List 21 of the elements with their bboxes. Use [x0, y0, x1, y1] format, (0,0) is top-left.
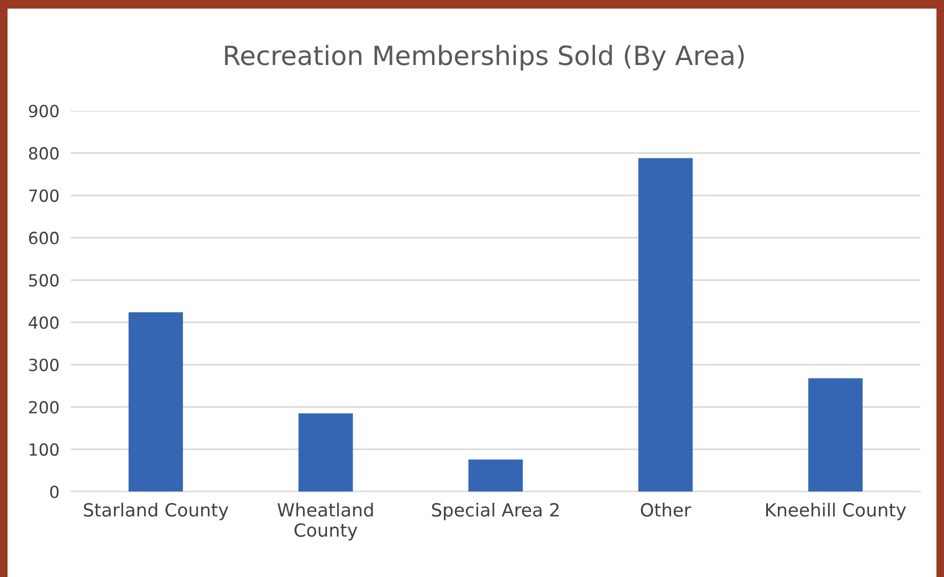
x-tick-label: Special Area 2	[432, 502, 559, 520]
x-tick-label: Wheatland County	[278, 502, 373, 540]
y-tick-label: 300	[29, 358, 59, 372]
bar	[468, 459, 523, 492]
y-tick-label: 100	[30, 443, 59, 456]
y-tick-label: 600	[29, 232, 59, 244]
bar	[808, 378, 863, 492]
y-tick-label: 800	[29, 147, 59, 160]
bar	[638, 158, 693, 492]
x-tick-label: Other	[640, 502, 692, 517]
y-tick-label: 900	[28, 104, 59, 118]
y-tick-label: 400	[28, 316, 59, 329]
x-tick-label: Kneehill County	[766, 502, 906, 520]
y-tick-label: 0	[50, 486, 59, 498]
bar	[298, 413, 353, 492]
x-tick-label: Starland County	[84, 502, 228, 520]
y-tick-label: 500	[29, 274, 59, 287]
y-tick-label: 200	[29, 400, 59, 414]
y-tick-label: 700	[29, 189, 59, 202]
bar	[128, 312, 183, 492]
chart-title: Recreation Memberships Sold (By Area)	[225, 44, 744, 70]
